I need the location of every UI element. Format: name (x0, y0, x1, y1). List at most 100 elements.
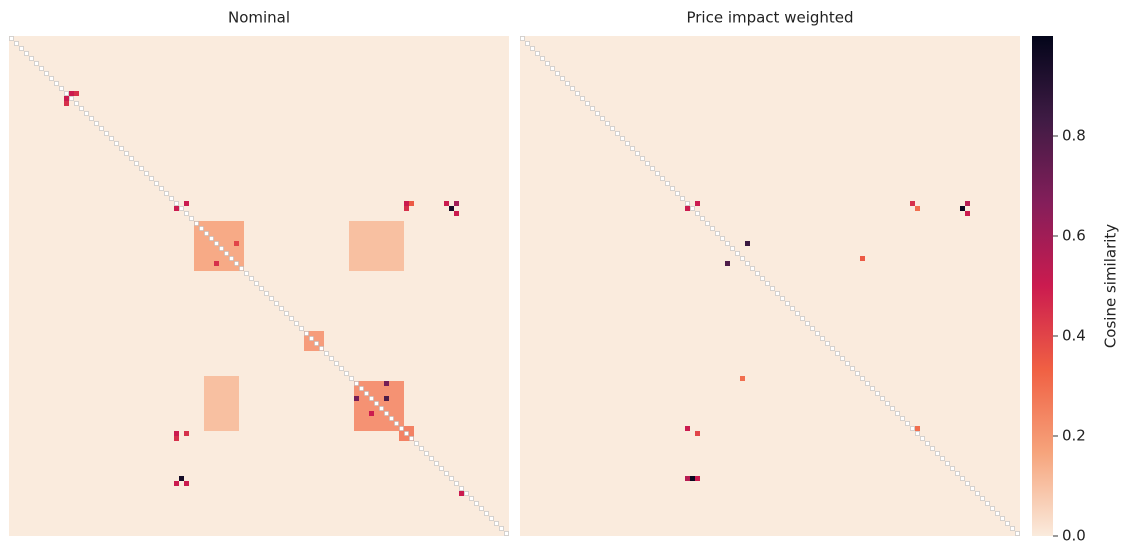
diagonal-cell (805, 321, 810, 326)
diagonal-cell (94, 121, 99, 126)
diagonal-cell (990, 506, 995, 511)
diagonal-cell (224, 251, 229, 256)
diagonal-cell (520, 36, 525, 41)
diagonal-cell (715, 231, 720, 236)
diagonal-cell (129, 156, 134, 161)
diagonal-cell (690, 206, 695, 211)
diagonal-cell (820, 336, 825, 341)
diagonal-cell (399, 426, 404, 431)
heatmap-cell (64, 96, 69, 101)
diagonal-cell (970, 486, 975, 491)
diagonal-cell (249, 276, 254, 281)
diagonal-cell (770, 286, 775, 291)
heatmap-block (304, 331, 324, 351)
diagonal-cell (530, 46, 535, 51)
diagonal-cell (855, 371, 860, 376)
diagonal-cell (354, 381, 359, 386)
diagonal-cell (219, 246, 224, 251)
heatmap-cell (369, 411, 374, 416)
diagonal-cell (169, 196, 174, 201)
diagonal-cell (785, 301, 790, 306)
diagonal-cell (635, 151, 640, 156)
diagonal-cell (720, 236, 725, 241)
diagonal-cell (409, 436, 414, 441)
diagonal-cell (239, 266, 244, 271)
diagonal-cell (79, 106, 84, 111)
diagonal-cell (560, 76, 565, 81)
heatmap-cell (409, 201, 414, 206)
diagonal-cell (790, 306, 795, 311)
diagonal-cell (865, 381, 870, 386)
heatmap-cell (174, 481, 179, 486)
diagonal-cell (985, 501, 990, 506)
heatmap-cell (745, 241, 750, 246)
diagonal-cell (735, 251, 740, 256)
diagonal-cell (124, 151, 129, 156)
diagonal-cell (780, 296, 785, 301)
diagonal-cell (955, 471, 960, 476)
diagonal-cell (154, 181, 159, 186)
diagonal-cell (384, 411, 389, 416)
diagonal-cell (494, 521, 499, 526)
diagonal-cell (605, 121, 610, 126)
diagonal-cell (1015, 531, 1020, 536)
diagonal-cell (49, 76, 54, 81)
diagonal-cell (459, 486, 464, 491)
diagonal-cell (199, 226, 204, 231)
diagonal-cell (725, 241, 730, 246)
diagonal-cell (870, 386, 875, 391)
diagonal-cell (319, 346, 324, 351)
diagonal-cell (289, 316, 294, 321)
diagonal-cell (950, 466, 955, 471)
heatmap-cell (965, 201, 970, 206)
diagonal-cell (444, 471, 449, 476)
diagonal-cell (580, 96, 585, 101)
heatmap-cell (740, 376, 745, 381)
diagonal-cell (645, 161, 650, 166)
diagonal-cell (204, 231, 209, 236)
diagonal-cell (730, 246, 735, 251)
diagonal-cell (895, 411, 900, 416)
diagonal-cell (675, 191, 680, 196)
diagonal-cell (364, 391, 369, 396)
diagonal-cell (980, 496, 985, 501)
diagonal-cell (274, 301, 279, 306)
diagonal-cell (1000, 516, 1005, 521)
heatmap-cell (695, 201, 700, 206)
diagonal-cell (940, 456, 945, 461)
diagonal-cell (665, 181, 670, 186)
diagonal-cell (209, 236, 214, 241)
diagonal-cell (14, 41, 19, 46)
colorbar (1032, 36, 1053, 536)
heatmap-cell (454, 201, 459, 206)
tick-label: 0.6 (1062, 227, 1086, 245)
diagonal-cell (244, 271, 249, 276)
diagonal-cell (655, 171, 660, 176)
diagonal-cell (309, 336, 314, 341)
diagonal-cell (334, 361, 339, 366)
heatmap-cell (174, 436, 179, 441)
diagonal-cell (269, 296, 274, 301)
heatmap-cell (74, 91, 79, 96)
diagonal-cell (670, 186, 675, 191)
heatmap-cell (459, 491, 464, 496)
heatmap-cell (685, 426, 690, 431)
diagonal-cell (710, 226, 715, 231)
diagonal-cell (254, 281, 259, 286)
diagonal-cell (29, 56, 34, 61)
diagonal-cell (339, 366, 344, 371)
diagonal-cell (740, 256, 745, 261)
diagonal-cell (229, 256, 234, 261)
heatmap-cell (174, 206, 179, 211)
diagonal-cell (349, 376, 354, 381)
heatmap-cell (184, 201, 189, 206)
diagonal-cell (975, 491, 980, 496)
diagonal-cell (329, 356, 334, 361)
heatmap-cell (449, 206, 454, 211)
heatmap-cell (695, 476, 700, 481)
diagonal-cell (389, 416, 394, 421)
diagonal-cell (920, 436, 925, 441)
diagonal-cell (810, 326, 815, 331)
diagonal-cell (294, 321, 299, 326)
diagonal-cell (835, 351, 840, 356)
